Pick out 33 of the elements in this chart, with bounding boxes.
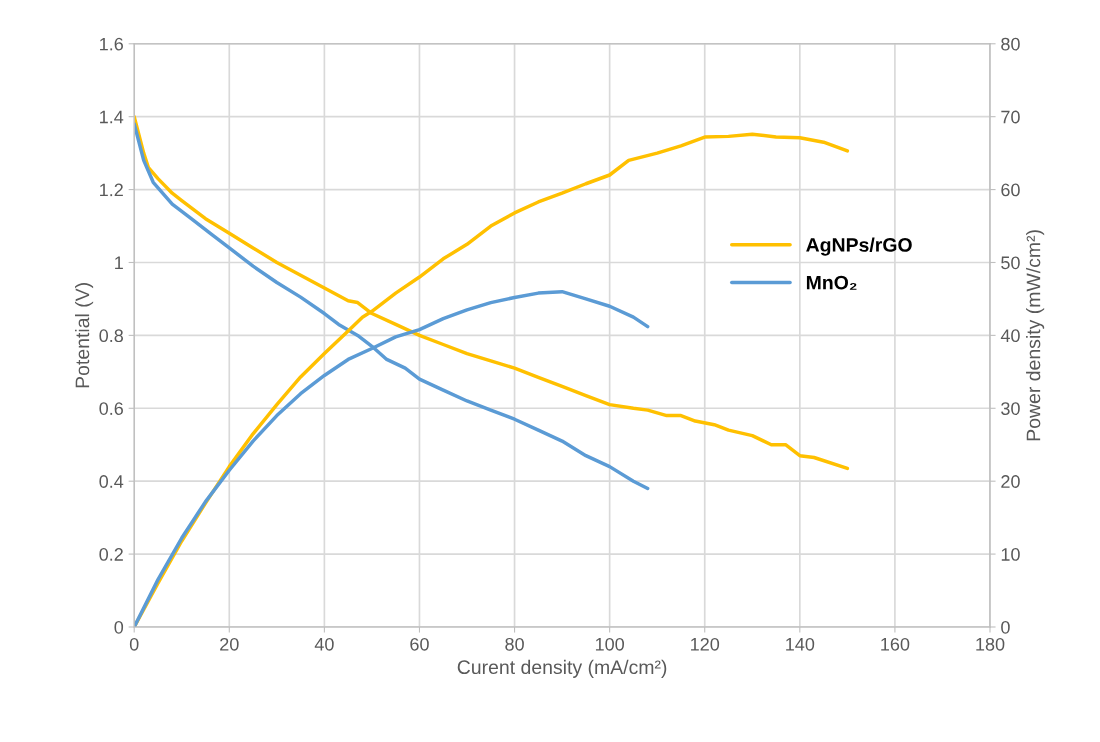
- x-tick-label: 140: [786, 637, 815, 651]
- x-tick-label: 20: [220, 637, 239, 651]
- y2-tick-label: 70: [1001, 110, 1020, 124]
- y-tick-label: 1.6: [100, 37, 123, 51]
- x-tick-label: 180: [976, 637, 1005, 651]
- y2-tick-label: 50: [1001, 256, 1020, 270]
- y-axis-title: Potential (V): [75, 283, 94, 388]
- y-tick-label: 0.6: [99, 402, 123, 416]
- y2-tick-label: 0: [1001, 620, 1010, 634]
- x-tick-label: 40: [314, 637, 334, 651]
- y2-tick-label: 40: [1000, 329, 1020, 343]
- y-tick-label: 1: [115, 256, 123, 270]
- y-tick-label: 1.2: [100, 183, 123, 197]
- y-tick-label: 1.4: [100, 110, 124, 124]
- y2-axis-title: Power density (mW/cm²): [1026, 230, 1045, 441]
- x-tick-label: 80: [505, 637, 524, 651]
- y2-tick-label: 20: [1001, 475, 1020, 488]
- y-tick-label: 0: [114, 620, 124, 634]
- y-tick-label: 0.4: [99, 475, 124, 488]
- x-axis-title: Curent density (mA/cm²): [457, 659, 667, 678]
- y-tick-label: 0.8: [99, 329, 123, 343]
- y-tick-label: 0.2: [99, 548, 123, 561]
- legend-label: MnO₂: [806, 275, 857, 290]
- x-tick-label: 160: [881, 637, 910, 651]
- y2-tick-label: 80: [1001, 37, 1020, 51]
- x-tick-label: 120: [691, 637, 720, 651]
- x-tick-label: 60: [410, 637, 429, 651]
- legend-label: AgNPs/rGO: [806, 237, 912, 256]
- y2-tick-label: 30: [1001, 402, 1020, 416]
- y2-tick-label: 60: [1001, 183, 1020, 197]
- x-tick-label: 100: [595, 637, 624, 651]
- y2-tick-label: 10: [1001, 548, 1020, 561]
- x-tick-label: 0: [129, 637, 139, 651]
